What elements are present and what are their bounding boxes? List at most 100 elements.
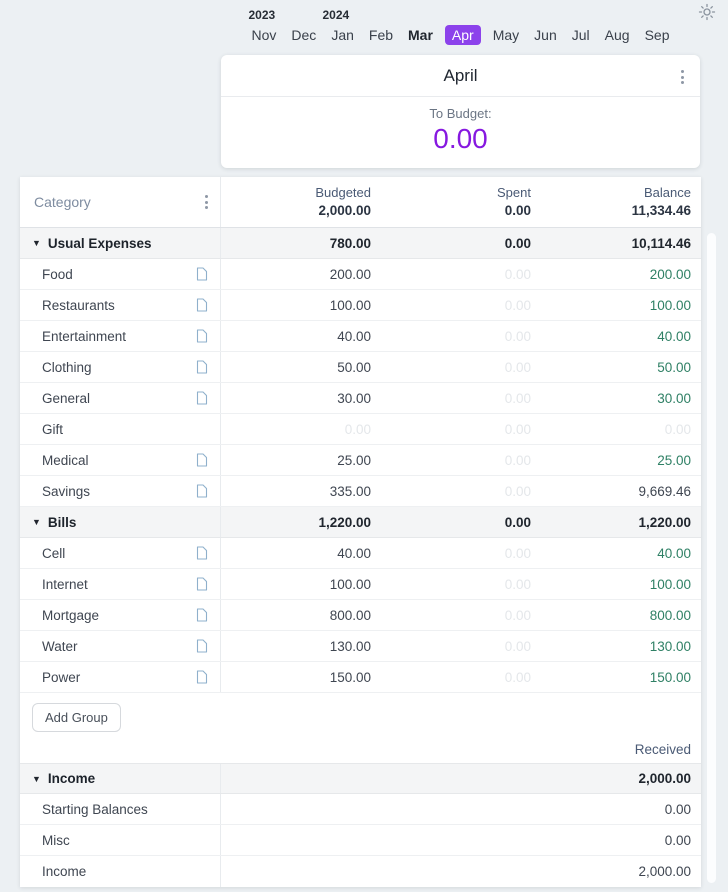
category-spent[interactable]: 0.00 [504, 266, 531, 282]
income-group-row[interactable]: ▼ Income 2,000.00 [20, 763, 701, 794]
income-category-row: Income 2,000.00 [20, 856, 701, 887]
category-budgeted[interactable]: 100.00 [329, 576, 371, 592]
card-menu-kebab-icon[interactable] [677, 66, 688, 88]
category-group-row[interactable]: ▼ Bills 1,220.00 0.00 1,220.00 [20, 507, 701, 538]
category-spent[interactable]: 0.00 [504, 297, 531, 313]
month-tab[interactable]: May [492, 27, 520, 43]
note-file-icon[interactable] [196, 608, 208, 622]
balance-total: 11,334.46 [631, 202, 691, 218]
category-spent[interactable]: 0.00 [504, 607, 531, 623]
add-group-button[interactable]: Add Group [32, 703, 121, 732]
category-spent[interactable]: 0.00 [504, 576, 531, 592]
group-budgeted: 780.00 [329, 235, 371, 251]
category-row: Internet 100.00 0.00 100.00 [20, 569, 701, 600]
category-spent[interactable]: 0.00 [504, 669, 531, 685]
category-balance[interactable]: 50.00 [657, 359, 691, 375]
category-balance[interactable]: 30.00 [657, 390, 691, 406]
category-balance[interactable]: 40.00 [657, 328, 691, 344]
category-spent[interactable]: 0.00 [504, 390, 531, 406]
month-tab[interactable]: Aug [604, 27, 630, 43]
category-name[interactable]: Medical [42, 452, 89, 468]
category-balance[interactable]: 800.00 [649, 607, 691, 623]
category-spent[interactable]: 0.00 [504, 483, 531, 499]
group-name[interactable]: Usual Expenses [47, 235, 152, 251]
income-group-name[interactable]: Income [47, 771, 96, 786]
category-spent[interactable]: 0.00 [504, 328, 531, 344]
note-file-icon[interactable] [196, 391, 208, 405]
category-budgeted[interactable]: 130.00 [329, 638, 371, 654]
note-file-icon[interactable] [196, 546, 208, 560]
category-budgeted[interactable]: 25.00 [337, 452, 371, 468]
category-balance[interactable]: 9,669.46 [638, 483, 691, 499]
note-file-icon[interactable] [196, 360, 208, 374]
category-spent[interactable]: 0.00 [504, 359, 531, 375]
category-balance[interactable]: 100.00 [649, 297, 691, 313]
category-budgeted[interactable]: 50.00 [337, 359, 371, 375]
month-tab[interactable]: Sep [644, 27, 670, 43]
category-name[interactable]: Savings [42, 483, 91, 499]
category-spent[interactable]: 0.00 [504, 421, 531, 437]
category-balance[interactable]: 40.00 [657, 545, 691, 561]
note-file-icon[interactable] [196, 484, 208, 498]
category-name[interactable]: Mortgage [42, 607, 100, 623]
vertical-scrollbar-thumb[interactable] [707, 233, 716, 883]
note-file-icon[interactable] [196, 329, 208, 343]
month-tab[interactable]: Dec [291, 27, 317, 43]
category-name[interactable]: Entertainment [42, 328, 127, 344]
note-file-icon[interactable] [196, 453, 208, 467]
month-tab[interactable]: Feb [368, 27, 394, 43]
note-file-icon[interactable] [196, 639, 208, 653]
category-name[interactable]: Food [42, 266, 73, 282]
category-spent[interactable]: 0.00 [504, 638, 531, 654]
to-budget-amount[interactable]: 0.00 [433, 123, 488, 154]
category-budgeted[interactable]: 200.00 [329, 266, 371, 282]
category-name[interactable]: Gift [42, 421, 64, 437]
category-name[interactable]: Clothing [42, 359, 92, 375]
income-category-name[interactable]: Income [42, 864, 87, 879]
category-name[interactable]: Power [42, 669, 81, 685]
note-file-icon[interactable] [196, 298, 208, 312]
category-balance[interactable]: 130.00 [649, 638, 691, 654]
category-budgeted[interactable]: 40.00 [337, 545, 371, 561]
triangle-down-icon[interactable]: ▼ [32, 773, 41, 784]
month-tab[interactable]: Nov [251, 27, 277, 43]
month-tab[interactable]: Jul [571, 27, 590, 43]
table-menu-kebab-icon[interactable] [201, 191, 212, 213]
category-budgeted[interactable]: 40.00 [337, 328, 371, 344]
category-name[interactable]: Internet [42, 576, 88, 592]
theme-toggle-sun-icon[interactable] [698, 3, 716, 21]
category-name[interactable]: Water [42, 638, 78, 654]
triangle-down-icon[interactable]: ▼ [32, 238, 41, 248]
note-file-icon[interactable] [196, 577, 208, 591]
income-category-name[interactable]: Misc [42, 832, 70, 848]
category-group-row[interactable]: ▼ Usual Expenses 780.00 0.00 10,114.46 [20, 228, 701, 259]
year-labels: 2023 2024 [249, 8, 673, 25]
category-name[interactable]: Restaurants [42, 297, 115, 313]
note-file-icon[interactable] [196, 267, 208, 281]
month-tab[interactable]: Apr [444, 25, 481, 45]
group-name[interactable]: Bills [47, 514, 77, 530]
category-budgeted[interactable]: 335.00 [329, 483, 371, 499]
category-spent[interactable]: 0.00 [504, 452, 531, 468]
category-budgeted[interactable]: 100.00 [329, 297, 371, 313]
category-spent[interactable]: 0.00 [504, 545, 531, 561]
category-row: Restaurants 100.00 0.00 100.00 [20, 290, 701, 321]
triangle-down-icon[interactable]: ▼ [32, 517, 41, 527]
category-balance[interactable]: 100.00 [649, 576, 691, 592]
category-balance[interactable]: 150.00 [649, 669, 691, 685]
month-tab[interactable]: Mar [408, 27, 433, 43]
category-name[interactable]: General [42, 390, 91, 406]
month-tab[interactable]: Jun [534, 27, 557, 43]
category-name[interactable]: Cell [42, 545, 66, 561]
category-budgeted[interactable]: 30.00 [337, 390, 371, 406]
category-budgeted[interactable]: 150.00 [329, 669, 371, 685]
category-balance[interactable]: 25.00 [657, 452, 691, 468]
category-balance[interactable]: 200.00 [649, 266, 691, 282]
note-file-icon[interactable] [196, 670, 208, 684]
category-budgeted[interactable]: 800.00 [329, 607, 371, 623]
balance-column-header: Balance 11,334.46 [541, 184, 701, 220]
month-tab[interactable]: Jan [331, 27, 354, 43]
category-balance[interactable]: 0.00 [664, 421, 691, 437]
income-category-name[interactable]: Starting Balances [42, 801, 148, 817]
category-budgeted[interactable]: 0.00 [344, 421, 371, 437]
